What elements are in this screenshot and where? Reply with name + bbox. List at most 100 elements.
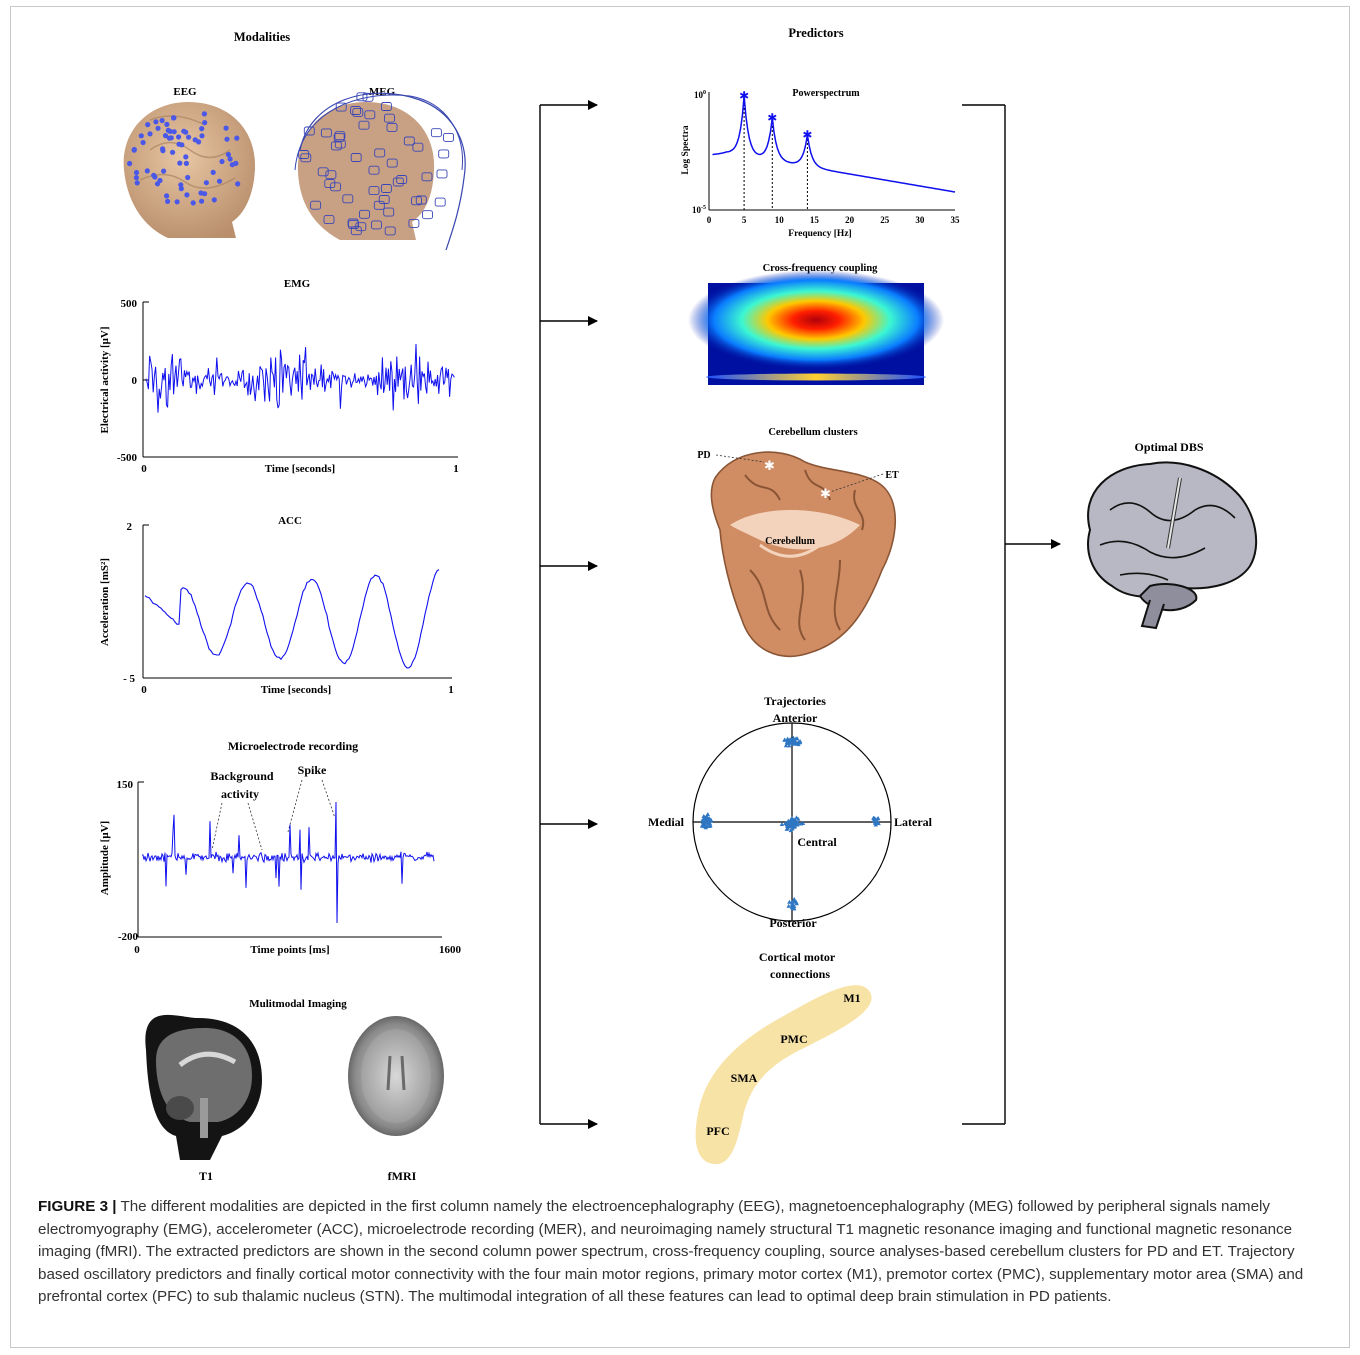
meg-sensor — [378, 195, 390, 204]
eeg-electrode — [185, 174, 191, 181]
mer-xlabel: Time points [ms] — [250, 944, 329, 956]
eeg-electrode — [155, 125, 161, 131]
meg-sensor — [436, 169, 448, 179]
cerebellum-region-label: Cerebellum — [765, 536, 815, 547]
acc-ylabel: Acceleration [mS²] — [99, 558, 111, 646]
cfc-title: Cross-frequency coupling — [763, 263, 879, 274]
emg-ytick-mid: 0 — [132, 375, 138, 387]
meg-sensor — [358, 120, 370, 130]
trajectory-point — [791, 898, 797, 903]
eeg-electrode — [153, 119, 159, 125]
modalities-to-predictors-arrows — [539, 100, 598, 1129]
meg-sensor — [392, 177, 404, 187]
eeg-electrode — [145, 122, 151, 128]
emg-xlabel: Time [seconds] — [265, 463, 335, 475]
mer-xtick-end: 1600 — [439, 944, 462, 956]
cortical-pmc-label: PMC — [780, 1032, 807, 1046]
meg-sensor — [317, 167, 329, 177]
cerebellum-title: Cerebellum clusters — [768, 427, 857, 438]
mer-annotation-background: Background — [210, 769, 273, 783]
ps-xticks: 0 5 10 15 20 25 30 35 — [707, 215, 960, 225]
eeg-electrode — [210, 169, 216, 175]
mer-title: Microelectrode recording — [228, 739, 358, 753]
trajectory-point — [707, 823, 712, 828]
trajectory-point — [786, 737, 792, 742]
powerspectrum-plot: 100 10-5 Log Spectra Frequency [Hz] 0 5 10… — [681, 89, 960, 239]
ps-xtick-label: 20 — [845, 215, 855, 225]
meg-sensor — [422, 210, 433, 220]
eeg-electrode — [144, 168, 150, 174]
acc-xlabel: Time [seconds] — [261, 684, 331, 696]
acc-signal-trace — [144, 569, 440, 669]
predictors-to-output-bracket — [962, 104, 1061, 1125]
trajectory-point — [701, 814, 706, 818]
emg-xtick-end: 1 — [453, 463, 459, 475]
ps-ytick-top: 100 — [694, 90, 706, 100]
meg-sensor — [350, 153, 362, 162]
mer-ylabel: Amplitude [μV] — [99, 821, 111, 895]
eeg-electrode — [174, 199, 180, 205]
eeg-label: EEG — [173, 86, 197, 98]
trajectory-anterior-label: Anterior — [773, 711, 818, 725]
trajectory-point — [700, 818, 705, 822]
eeg-electrode — [186, 134, 192, 140]
eeg-electrode — [170, 149, 176, 155]
trajectory-point — [707, 816, 712, 821]
eeg-electrode — [162, 133, 169, 139]
ps-xlabel: Frequency [Hz] — [788, 229, 851, 239]
meg-sensor — [303, 126, 315, 136]
meg-sensor — [364, 110, 376, 120]
ps-xtick-label: 5 — [742, 215, 747, 225]
meg-sensor — [434, 197, 446, 207]
trajectory-medial-label: Medial — [648, 815, 685, 829]
eeg-electrode — [160, 148, 166, 154]
predictors-header: Predictors — [788, 26, 843, 40]
emg-xtick-start: 0 — [141, 463, 147, 475]
trajectory-point — [792, 741, 797, 746]
et-cluster-marker: ✱ — [820, 486, 831, 501]
trajectory-posterior-label: Posterior — [769, 916, 817, 930]
trajectory-point — [793, 818, 798, 823]
meg-sensor — [333, 132, 345, 142]
trajectory-point — [796, 816, 801, 821]
trajectory-point — [793, 736, 799, 741]
fmri-label: fMRI — [388, 1169, 417, 1183]
trajectory-scatter-points — [699, 735, 881, 911]
meg-sensor — [356, 92, 368, 102]
emg-signal-trace — [145, 343, 455, 413]
meg-sensor — [324, 179, 336, 189]
eeg-electrode — [133, 175, 139, 181]
trajectory-point — [701, 820, 707, 825]
trajectory-point — [785, 739, 791, 744]
figure-caption-label: FIGURE 3 | — [38, 1198, 117, 1215]
trajectory-point — [786, 903, 791, 908]
trajectory-point — [787, 743, 792, 748]
t1-sagittal-image — [145, 1014, 262, 1160]
ps-xtick-label: 35 — [951, 215, 961, 225]
eeg-electrode — [131, 146, 137, 153]
trajectory-point — [876, 821, 881, 826]
meg-sensor — [396, 175, 408, 184]
eeg-electrode — [199, 198, 205, 204]
eeg-electrode — [152, 174, 158, 180]
trajectory-point — [797, 739, 803, 743]
eeg-electrode — [183, 160, 189, 166]
pd-cluster-marker: ✱ — [764, 458, 775, 473]
meg-sensor — [368, 165, 380, 175]
meg-sensor — [430, 128, 442, 138]
eeg-electrode — [171, 115, 177, 121]
trajectory-point — [792, 739, 797, 744]
eeg-electrode — [190, 200, 196, 206]
eeg-electrode — [171, 129, 177, 135]
eeg-electrode — [202, 120, 208, 126]
meg-sensor — [362, 92, 374, 102]
mer-plot: 150 -200 0 1600 Time points [ms] Amplitu… — [99, 763, 462, 956]
trajectory-point — [876, 816, 881, 820]
meg-sensor — [384, 226, 396, 236]
fmri-axial-image — [348, 1016, 444, 1136]
emg-ylabel: Electrical activity [μV] — [99, 326, 111, 433]
mer-annotation-activity: activity — [221, 787, 259, 801]
emg-plot: 500 0 -500 0 1 Time [seconds] Electrical… — [99, 298, 459, 475]
trajectory-point — [704, 814, 710, 819]
ps-xtick-label: 10 — [775, 215, 785, 225]
